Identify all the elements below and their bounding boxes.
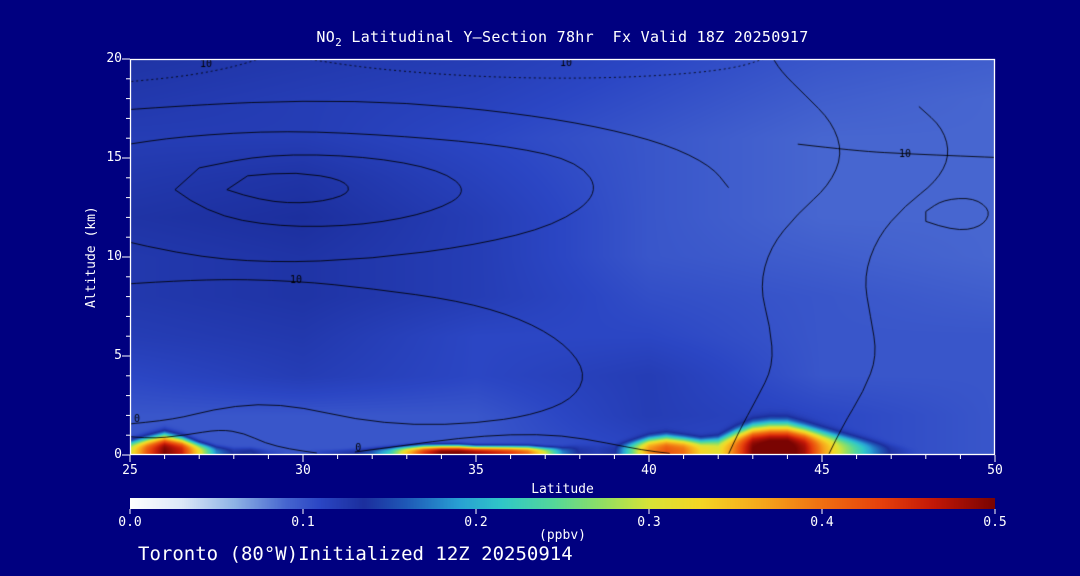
x-tick-label: 35 [468, 463, 484, 478]
y-tick-label: 5 [114, 348, 122, 363]
y-tick-label: 0 [114, 447, 122, 462]
title-prefix: NO [316, 28, 336, 46]
heatmap-plot [130, 59, 995, 455]
init-label: Toronto (80°W)Initialized 12Z 20250914 [138, 543, 573, 565]
colorbar-tick-label: 0.4 [810, 515, 834, 530]
colorbar-tick-label: 0.5 [983, 515, 1007, 530]
title-subscript: 2 [335, 36, 343, 49]
title-rest: Latitudinal Y–Section 78hr Fx Valid 18Z … [342, 28, 809, 46]
colorbar-tick-label: 0.0 [118, 515, 142, 530]
colorbar [130, 498, 995, 509]
x-tick-label: 25 [122, 463, 138, 478]
x-tick-label: 30 [295, 463, 311, 478]
colorbar-unit-label: (ppbv) [539, 528, 586, 543]
plot-frame [129, 58, 996, 456]
colorbar-tick-label: 0.1 [291, 515, 315, 530]
x-axis-label: Latitude [531, 482, 594, 497]
colorbar-tick-label: 0.3 [637, 515, 661, 530]
chart-title: NO2 Latitudinal Y–Section 78hr Fx Valid … [130, 28, 995, 49]
x-tick-label: 50 [987, 463, 1003, 478]
colorbar-tick-label: 0.2 [464, 515, 488, 530]
y-tick-label: 20 [106, 51, 122, 66]
x-tick-label: 40 [641, 463, 657, 478]
y-tick-label: 15 [106, 150, 122, 165]
y-tick-label: 10 [106, 249, 122, 264]
x-tick-label: 45 [814, 463, 830, 478]
